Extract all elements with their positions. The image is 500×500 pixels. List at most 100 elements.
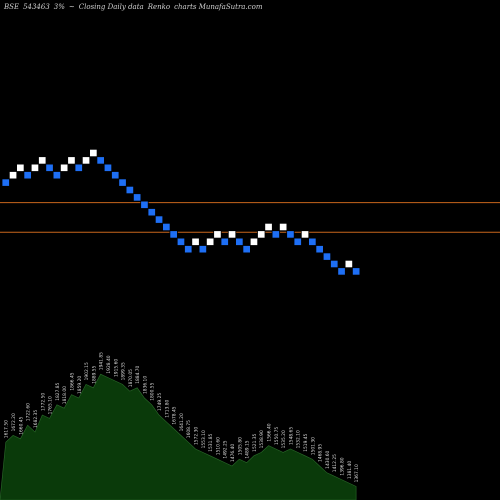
up-brick [264,222,273,232]
level-lines [0,202,500,233]
brick-size-label: 3% [53,3,65,11]
volume-label: 1749.25 [157,393,163,411]
volume-label: 1381.40 [347,461,353,479]
volume-label: 1836.10 [142,376,148,394]
volume-label: 1827.85 [55,382,61,400]
down-brick [103,163,113,172]
volume-label: 1641.20 [179,413,185,431]
chart-kind-label: Renko [147,3,171,11]
down-brick [235,237,244,246]
volume-label: 1532.10 [296,430,302,448]
volume-area [0,373,357,500]
up-brick [205,237,215,246]
volume-label: 1519.45 [303,433,309,451]
down-brick [147,208,156,217]
up-brick [30,163,40,172]
volume-label: 1672.20 [11,413,17,431]
volume-label: 1505.80 [237,437,243,455]
down-brick [140,200,149,209]
down-brick [96,156,105,165]
trend-arrow-label: ~ [68,3,75,11]
up-brick [89,148,98,158]
volume-label: 1608.75 [186,420,192,438]
volume-label: 1818.00 [62,386,68,404]
volume-label: 1859.20 [77,376,83,394]
down-brick [118,178,127,187]
volume-label: 1492.25 [223,440,229,458]
volume-label: 1678.45 [172,406,178,424]
volume-label: 1553.10 [201,430,207,448]
down-brick [286,230,295,239]
volume-label: 1566.40 [267,423,273,441]
down-brick [125,185,134,195]
volume-label: 1884.70 [135,365,141,383]
volume-label: 1713.80 [164,399,170,417]
down-brick [308,237,317,246]
down-brick [154,215,164,224]
subtitle-label: Closing Daily data [78,3,144,11]
up-brick [213,230,222,239]
down-brick [184,245,193,254]
volume-label: 1660.45 [18,416,24,434]
volume-label: 1941.85 [99,352,105,370]
down-brick [23,171,32,180]
volume-label: 1538.90 [259,430,265,448]
up-brick [81,156,91,165]
down-brick [162,222,171,232]
renko-bricks [1,148,361,276]
volume-label: 1476.40 [230,444,236,462]
up-brick [257,230,266,239]
down-brick [315,245,324,254]
up-brick [344,259,354,269]
down-brick [169,230,178,239]
down-brick [52,171,61,180]
site-label: charts MunafaSutra.com [174,3,263,11]
volume-label: 1468.95 [318,444,324,462]
up-brick [300,230,310,239]
volume-label: 1572.30 [194,427,200,445]
down-brick [74,163,83,172]
volume-label: 1899.35 [121,362,127,380]
down-brick [322,252,332,261]
up-brick [8,171,18,180]
up-brick [278,222,288,232]
down-brick [176,237,186,246]
volume-label: 1548.65 [288,427,294,445]
volume-label: 1902.15 [84,362,90,380]
volume-label: 1501.30 [310,437,316,455]
chart-header: BSE 543463 3% ~ Closing Daily data Renko chart… [4,3,266,11]
volume-label: 1617.50 [4,420,10,438]
volume-label: 1915.60 [113,359,119,377]
volume-label: 1521.35 [252,433,258,451]
down-brick [45,163,54,172]
volume-label: 1765.10 [48,396,54,414]
volume-label: 1396.80 [340,457,346,475]
down-brick [351,267,361,276]
volume-label: 1430.60 [325,450,331,468]
volume-label: 1489.15 [245,440,251,458]
volume-label: 1889.55 [91,365,97,383]
up-brick [38,156,47,165]
down-brick [198,245,208,254]
volume-label: 1800.55 [150,382,156,400]
down-brick [111,171,120,180]
volume-area-shape [0,373,357,500]
down-brick [330,259,339,269]
volume-label: 1412.25 [332,454,338,472]
volume-label: 1367.10 [354,464,360,482]
volume-label: 1682.35 [33,410,39,428]
down-brick [337,267,346,276]
down-brick [132,193,142,202]
up-brick [191,237,200,246]
down-brick [293,237,302,246]
up-brick [67,156,76,165]
down-brick [242,245,251,254]
down-brick [271,230,281,239]
volume-label: 1722.60 [26,403,32,421]
up-brick [249,237,259,246]
volume-label: 1772.50 [40,393,46,411]
volume-label: 1510.60 [215,437,221,455]
volume-label: 1928.40 [106,355,112,373]
volume-label: 1870.05 [128,369,134,387]
